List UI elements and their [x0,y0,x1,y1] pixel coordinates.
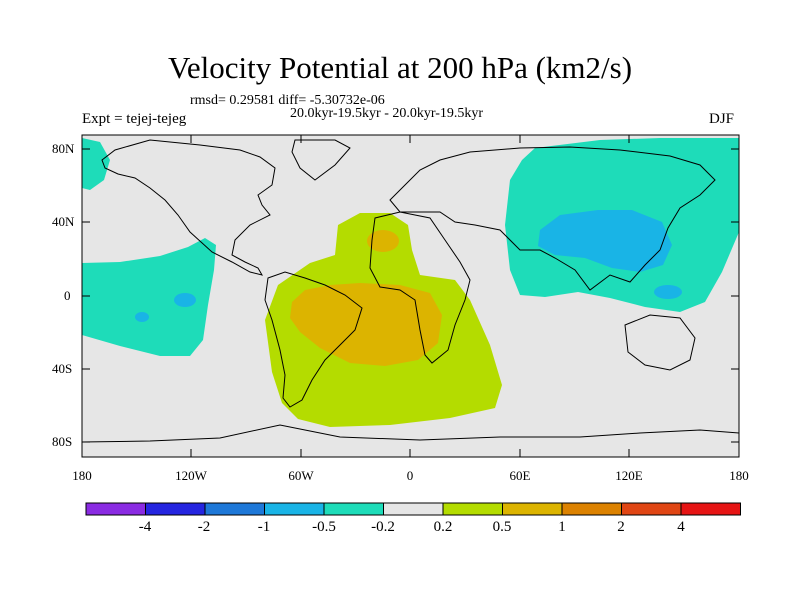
negative-anomaly-east-pacific [82,238,216,356]
colorbar-swatch [502,502,563,516]
colorbar-swatch [383,502,444,516]
colorbar-swatch [204,502,265,516]
coastline-greenland [291,139,351,181]
lat-label: 80N [52,141,75,156]
page-title: Velocity Potential at 200 hPa (km2/s) [167,50,633,85]
lon-label: 180 [729,468,749,483]
negative-core-east-pacific-2 [135,312,149,322]
negative-core-asia [538,210,672,272]
coastline-eurasia [389,146,716,291]
colorbar-swatch [85,502,146,516]
coastline-africa [369,211,471,364]
positive-core-atlantic [290,283,442,366]
colorbar [85,502,741,516]
negative-core-west-pacific [654,285,682,299]
colorbar-label: 0.5 [492,519,512,535]
lon-label: 120W [175,468,207,483]
coastline-antarctica [82,424,739,443]
colorbar-label: -2 [197,519,211,535]
negative-anomaly-arctic [82,138,110,190]
colorbar-swatch [442,502,503,516]
coastline-australia [624,314,696,371]
colorbar-swatch [145,502,206,516]
lon-label: 60E [509,468,531,483]
colorbar-label: -1 [257,519,271,535]
colorbar-swatch [264,502,325,516]
anomaly-fields [82,138,739,427]
coastline-north-america [101,139,276,276]
colorbar-label: -0.5 [312,519,336,535]
colorbar-label: 1 [558,519,566,535]
lat-label: 40S [52,361,73,376]
lon-label: 120E [615,468,643,483]
coastlines [82,139,739,443]
colorbar-label: 2 [617,519,625,535]
experiment-label: Expt = tejej-tejeg [82,111,187,127]
colorbar-label: 0.2 [433,519,453,535]
colorbar-label: -0.2 [371,519,395,535]
lon-label: 180 [72,468,92,483]
colorbar-swatch [561,502,622,516]
positive-core-north-africa [367,230,399,252]
subtitle: 20.0kyr-19.5kyr - 20.0kyr-19.5kyr [290,106,484,121]
stats-text: rmsd= 0.29581 diff= -5.30732e-06 [190,93,385,108]
negative-core-east-pacific [174,293,196,307]
colorbar-label: -4 [138,519,152,535]
colorbar-swatch [621,502,682,516]
lat-label: 80S [52,434,73,449]
colorbar-swatch [680,502,741,516]
colorbar-swatch [323,502,384,516]
map-ticks [82,135,739,457]
lon-label: 60W [288,468,314,483]
coastline-south-america [264,271,363,408]
lon-label: 0 [406,468,414,483]
lat-label: 0 [64,288,71,303]
colorbar-label: 4 [677,519,685,535]
lat-label: 40N [52,214,75,229]
season-label: DJF [709,111,735,127]
